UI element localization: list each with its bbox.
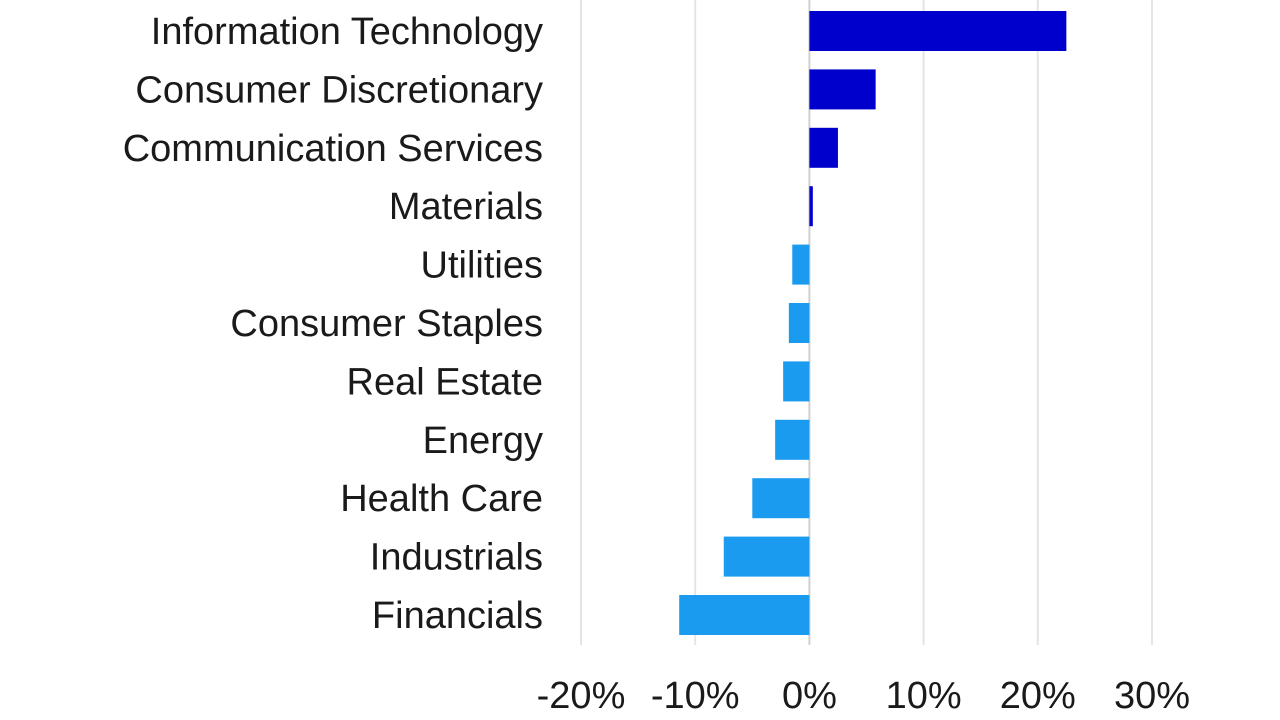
x-axis-tick-labels: -20% -10% 0% 10% 20% 30% (537, 675, 1190, 717)
x-tick-label: 20% (1000, 675, 1076, 717)
bar (792, 244, 810, 285)
category-label: Consumer Staples (230, 303, 543, 345)
bar (783, 361, 810, 402)
category-label: Real Estate (347, 361, 543, 403)
bar (679, 595, 810, 635)
x-tick-label: 10% (886, 675, 962, 717)
bar (752, 478, 810, 519)
bar (809, 186, 813, 227)
bar (775, 419, 810, 460)
x-tick-label: 0% (782, 675, 837, 717)
x-tick-label: -10% (651, 675, 740, 717)
category-label: Health Care (340, 478, 543, 520)
bar (809, 127, 838, 168)
category-label: Information Technology (151, 11, 543, 53)
bars (679, 11, 1067, 635)
bar (809, 69, 876, 110)
category-label: Consumer Discretionary (135, 69, 543, 111)
category-label: Financials (372, 595, 543, 637)
x-tick-label: -20% (537, 675, 626, 717)
x-tick-label: 30% (1114, 675, 1190, 717)
category-label: Energy (423, 420, 543, 462)
category-label: Utilities (421, 245, 543, 287)
category-labels: Information Technology Consumer Discretio… (123, 11, 543, 637)
bar (723, 536, 810, 577)
bar (809, 11, 1067, 51)
bar (788, 303, 810, 343)
category-label: Industrials (370, 537, 543, 579)
category-label: Communication Services (123, 128, 543, 170)
category-label: Materials (389, 186, 543, 228)
